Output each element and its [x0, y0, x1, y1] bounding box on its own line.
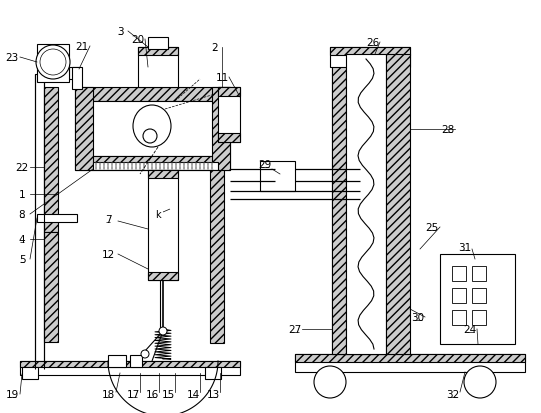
- Bar: [332, 55, 346, 354]
- Text: 12: 12: [101, 249, 115, 259]
- Bar: [37, 214, 77, 223]
- Bar: [218, 134, 240, 142]
- Bar: [72, 68, 82, 90]
- Bar: [332, 55, 384, 354]
- Text: 26: 26: [366, 38, 380, 48]
- Text: 21: 21: [75, 42, 89, 52]
- Text: 18: 18: [101, 389, 115, 399]
- Bar: [148, 171, 178, 178]
- Bar: [472, 310, 486, 325]
- Circle shape: [143, 130, 157, 144]
- Ellipse shape: [133, 106, 171, 147]
- Circle shape: [314, 366, 346, 398]
- Bar: [130, 355, 142, 367]
- Text: 25: 25: [425, 223, 439, 233]
- Bar: [472, 266, 486, 281]
- Text: 15: 15: [161, 389, 175, 399]
- Bar: [44, 88, 58, 233]
- Circle shape: [141, 350, 149, 358]
- Bar: [108, 355, 126, 367]
- Bar: [148, 171, 178, 280]
- Circle shape: [36, 46, 70, 80]
- Text: 5: 5: [19, 254, 25, 264]
- Bar: [22, 367, 38, 379]
- Bar: [346, 55, 386, 354]
- Bar: [20, 361, 240, 375]
- Bar: [75, 88, 93, 171]
- Text: 19: 19: [5, 389, 18, 399]
- Text: 30: 30: [412, 312, 425, 322]
- Bar: [440, 254, 515, 344]
- Text: 1: 1: [19, 190, 25, 199]
- Text: 29: 29: [259, 159, 272, 170]
- Bar: [75, 102, 230, 157]
- Text: 2: 2: [212, 43, 219, 53]
- Text: 14: 14: [187, 389, 200, 399]
- Circle shape: [464, 366, 496, 398]
- Bar: [452, 310, 466, 325]
- Bar: [37, 45, 69, 83]
- Bar: [20, 361, 240, 367]
- Bar: [260, 161, 295, 192]
- Text: 28: 28: [441, 125, 454, 135]
- Bar: [138, 48, 178, 88]
- Bar: [218, 88, 240, 142]
- Text: 23: 23: [5, 53, 18, 63]
- Bar: [148, 38, 168, 50]
- Bar: [295, 354, 525, 372]
- Bar: [93, 163, 218, 171]
- Text: 27: 27: [288, 324, 302, 334]
- Bar: [218, 88, 240, 97]
- Text: 13: 13: [206, 389, 220, 399]
- Bar: [472, 288, 486, 303]
- Text: 32: 32: [446, 389, 460, 399]
- Bar: [44, 233, 58, 342]
- Bar: [138, 48, 178, 56]
- Circle shape: [159, 327, 167, 335]
- Bar: [210, 171, 224, 343]
- Bar: [330, 48, 410, 68]
- Bar: [452, 266, 466, 281]
- Bar: [35, 75, 44, 369]
- Bar: [295, 354, 525, 362]
- Text: 16: 16: [146, 389, 159, 399]
- Text: 31: 31: [458, 242, 472, 252]
- Text: 4: 4: [19, 235, 25, 244]
- Circle shape: [40, 50, 66, 76]
- Bar: [69, 68, 79, 80]
- Text: 7: 7: [105, 214, 111, 224]
- Text: 20: 20: [131, 35, 144, 45]
- Text: 11: 11: [215, 73, 229, 83]
- Bar: [75, 88, 230, 102]
- Text: 22: 22: [15, 163, 29, 173]
- Text: 17: 17: [127, 389, 140, 399]
- Bar: [75, 157, 230, 171]
- Bar: [386, 55, 410, 354]
- Bar: [148, 272, 178, 280]
- Bar: [330, 48, 410, 56]
- Bar: [452, 288, 466, 303]
- Bar: [212, 88, 230, 171]
- Text: 24: 24: [464, 324, 477, 334]
- Text: 8: 8: [19, 209, 25, 219]
- Bar: [205, 367, 221, 379]
- Text: 3: 3: [117, 27, 123, 37]
- Text: k: k: [155, 209, 161, 219]
